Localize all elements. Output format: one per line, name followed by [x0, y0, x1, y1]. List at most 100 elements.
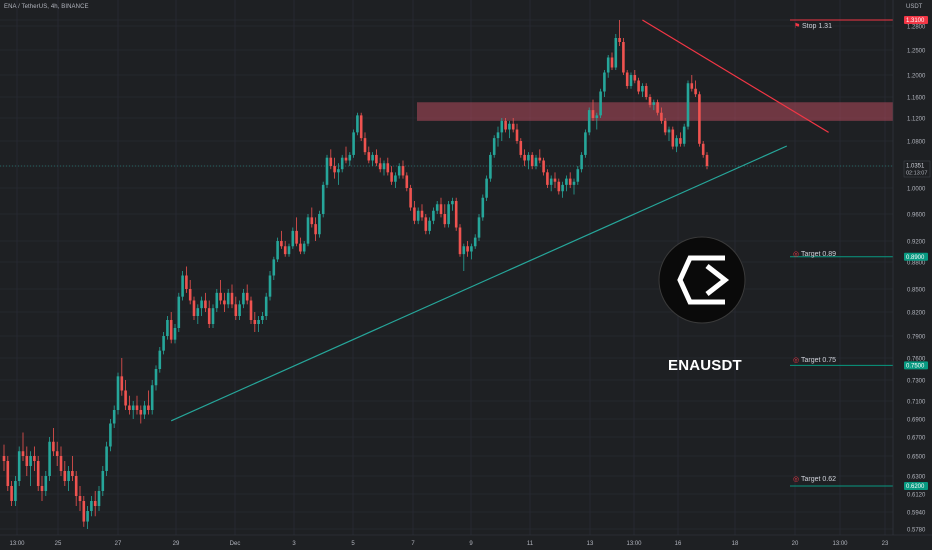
candle-body: [310, 217, 314, 225]
candle-body: [245, 292, 249, 301]
candle-body: [568, 178, 572, 185]
candle-body: [196, 308, 200, 316]
candle-body: [511, 123, 515, 130]
price-tick-label: 0.7900: [907, 335, 926, 341]
time-tick-label: 13: [587, 541, 594, 547]
target-annotation-2: ◎ Target 0.75: [793, 357, 837, 364]
candle-body: [230, 292, 234, 305]
candle-body: [124, 390, 127, 406]
candle-body: [462, 246, 466, 255]
candle-body: [382, 163, 386, 170]
candle-body: [352, 132, 355, 155]
candle-body: [359, 115, 363, 139]
current-price-label: 1.0351: [906, 164, 925, 170]
symbol-title: ENA / TetherUS, 4h, BINANCE: [4, 4, 89, 10]
level-label-bg: [904, 252, 928, 261]
candle-body: [595, 115, 599, 118]
price-tick-label: 1.2800: [907, 25, 926, 31]
candle-body: [21, 451, 25, 456]
candle-body: [466, 246, 469, 252]
candle-body: [420, 210, 424, 218]
candle-body: [253, 320, 257, 324]
price-tick-label: 1.0800: [907, 140, 926, 146]
candle-body: [264, 296, 268, 316]
candle-body: [40, 486, 44, 491]
candle-body: [169, 320, 173, 340]
ascending-support-line: [170, 145, 788, 422]
currency-unit[interactable]: USDT: [906, 4, 923, 10]
candlestick-series: [2, 20, 709, 529]
candle-body: [139, 410, 143, 415]
candle-body: [580, 154, 583, 170]
time-tick-label: 25: [55, 541, 62, 547]
candle-body: [386, 163, 390, 173]
candle-body: [215, 292, 219, 309]
candle-body: [200, 300, 203, 309]
candle-body: [576, 169, 580, 182]
level-label: 0.6200: [906, 484, 925, 490]
candle-body: [637, 80, 640, 92]
candle-body: [48, 441, 51, 476]
time-tick-label: 9: [469, 541, 473, 547]
candle-body: [565, 178, 568, 185]
candle-body: [473, 237, 477, 247]
level-label: 0.7500: [906, 364, 925, 370]
candle-body: [629, 75, 633, 86]
candle-body: [192, 300, 196, 316]
candle-body: [128, 405, 131, 410]
candle-body: [261, 316, 264, 320]
current-price-bg: [903, 160, 931, 178]
candle-body: [435, 204, 439, 211]
candle-body: [367, 152, 371, 161]
time-tick-label: 3: [292, 541, 296, 547]
candle-body: [538, 157, 542, 161]
price-tick-label: 0.8800: [907, 261, 926, 267]
resistance-box: [417, 102, 894, 121]
candle-body: [591, 110, 595, 118]
time-tick-label: 27: [115, 541, 122, 547]
candle-body: [401, 166, 405, 176]
ethena-logo-icon: [658, 236, 746, 324]
candle-body: [432, 210, 435, 221]
candle-body: [276, 241, 279, 260]
candle-body: [530, 154, 534, 167]
price-tick-label: 0.8200: [907, 311, 926, 317]
candle-body: [74, 476, 78, 496]
candle-body: [78, 496, 82, 501]
time-tick-label: 29: [173, 541, 180, 547]
price-tick-label: 0.9600: [907, 213, 926, 219]
candle-body: [55, 451, 59, 456]
candle-body: [131, 405, 135, 410]
candle-body: [2, 456, 6, 461]
level-label-bg: [904, 16, 928, 24]
candle-body: [219, 292, 222, 301]
candle-body: [249, 300, 253, 320]
candle-body: [492, 138, 496, 155]
candle-body: [508, 123, 511, 130]
candle-body: [652, 102, 656, 105]
candle-body: [470, 246, 473, 252]
logo-circle: [658, 236, 746, 324]
candle-body: [622, 42, 625, 73]
candle-body: [378, 163, 382, 170]
price-tick-label: 1.1600: [907, 96, 926, 102]
candle-body: [603, 72, 606, 92]
candle-body: [424, 217, 428, 231]
candle-body: [226, 292, 230, 305]
candle-body: [641, 86, 644, 92]
candle-body: [86, 511, 89, 522]
candle-body: [686, 83, 690, 127]
candle-body: [356, 115, 359, 133]
candle-body: [599, 91, 602, 116]
candle-body: [515, 129, 519, 141]
resistance-zone: [417, 102, 894, 121]
candle-body: [97, 491, 101, 506]
stop-flag-icon: ⚑: [794, 23, 801, 30]
candle-body: [17, 451, 21, 481]
candle-body: [485, 178, 488, 198]
candle-body: [321, 184, 325, 214]
time-tick-label: 20: [792, 541, 799, 547]
countdown-label: 02:13:07: [906, 171, 927, 177]
candle-body: [363, 138, 367, 153]
